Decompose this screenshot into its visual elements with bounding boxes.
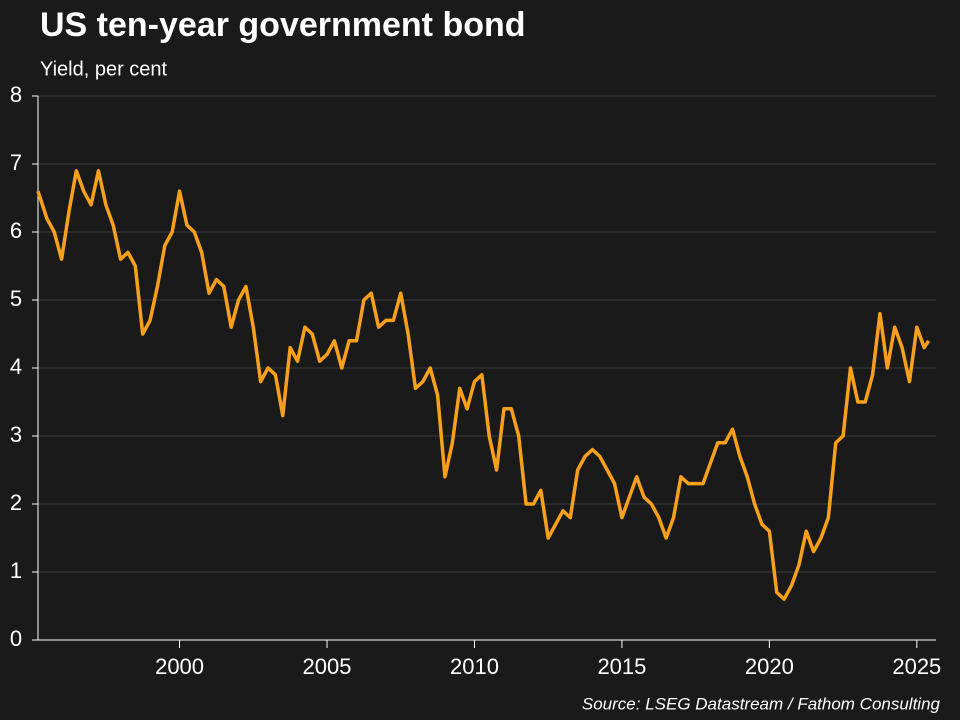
chart-subtitle: Yield, per cent — [40, 58, 168, 80]
chart-title: US ten-year government bond — [40, 6, 526, 44]
data-line — [36, 169, 931, 601]
x-tick-label: 2000 — [155, 654, 204, 679]
y-tick-label: 3 — [10, 422, 22, 447]
y-tick-label: 6 — [10, 218, 22, 243]
source-note: Source: LSEG Datastream / Fathom Consult… — [582, 694, 941, 713]
y-tick-label: 7 — [10, 150, 22, 175]
x-tick-label: 2015 — [597, 654, 646, 679]
x-tick-label: 2005 — [303, 654, 352, 679]
x-tick-label: 2020 — [745, 654, 794, 679]
y-tick-label: 1 — [10, 558, 22, 583]
x-tick-label: 2025 — [892, 654, 941, 679]
y-tick-label: 0 — [10, 626, 22, 651]
y-tick-label: 8 — [10, 82, 22, 107]
y-tick-label: 5 — [10, 286, 22, 311]
x-tick-label: 2010 — [450, 654, 499, 679]
y-tick-label: 4 — [10, 354, 22, 379]
y-tick-label: 2 — [10, 490, 22, 515]
